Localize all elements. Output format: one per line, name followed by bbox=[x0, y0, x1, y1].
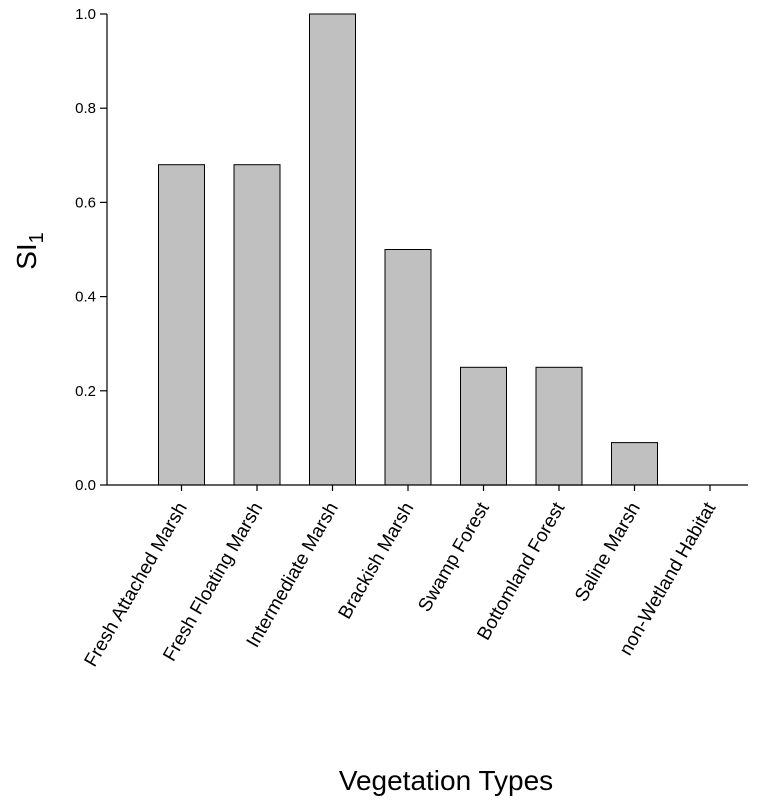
y-axis: 0.0 0.2 0.4 0.6 0.8 1.0 bbox=[75, 6, 108, 494]
y-tick-label: 1.0 bbox=[75, 6, 96, 23]
bar-7 bbox=[611, 442, 658, 486]
y-tick-label: 0.2 bbox=[75, 383, 96, 400]
y-tick-label: 0.4 bbox=[75, 289, 96, 306]
y-tick-label: 0.8 bbox=[75, 100, 96, 117]
bar-6 bbox=[535, 366, 583, 486]
y-axis-title: SI1 bbox=[11, 232, 48, 270]
y-axis-title-subscript: 1 bbox=[26, 232, 48, 243]
x-axis-title: Vegetation Types bbox=[339, 765, 553, 796]
bars-layer bbox=[158, 13, 658, 486]
y-axis-title-main: SI bbox=[11, 243, 42, 269]
y-tick-label: 0.0 bbox=[75, 477, 96, 494]
y-tick-label: 0.6 bbox=[75, 194, 96, 211]
x-tick-label: Saline Marsh bbox=[571, 499, 645, 606]
bar-2 bbox=[233, 164, 281, 486]
bar-3 bbox=[309, 13, 356, 486]
bar-4 bbox=[384, 249, 432, 486]
x-tick-label: Swamp Forest bbox=[414, 498, 494, 615]
x-tick-label: Brackish Marsh bbox=[335, 499, 419, 623]
bar-5 bbox=[460, 366, 507, 486]
x-tick-label: Bottomland Forest bbox=[474, 498, 570, 644]
bar-1 bbox=[158, 164, 205, 486]
